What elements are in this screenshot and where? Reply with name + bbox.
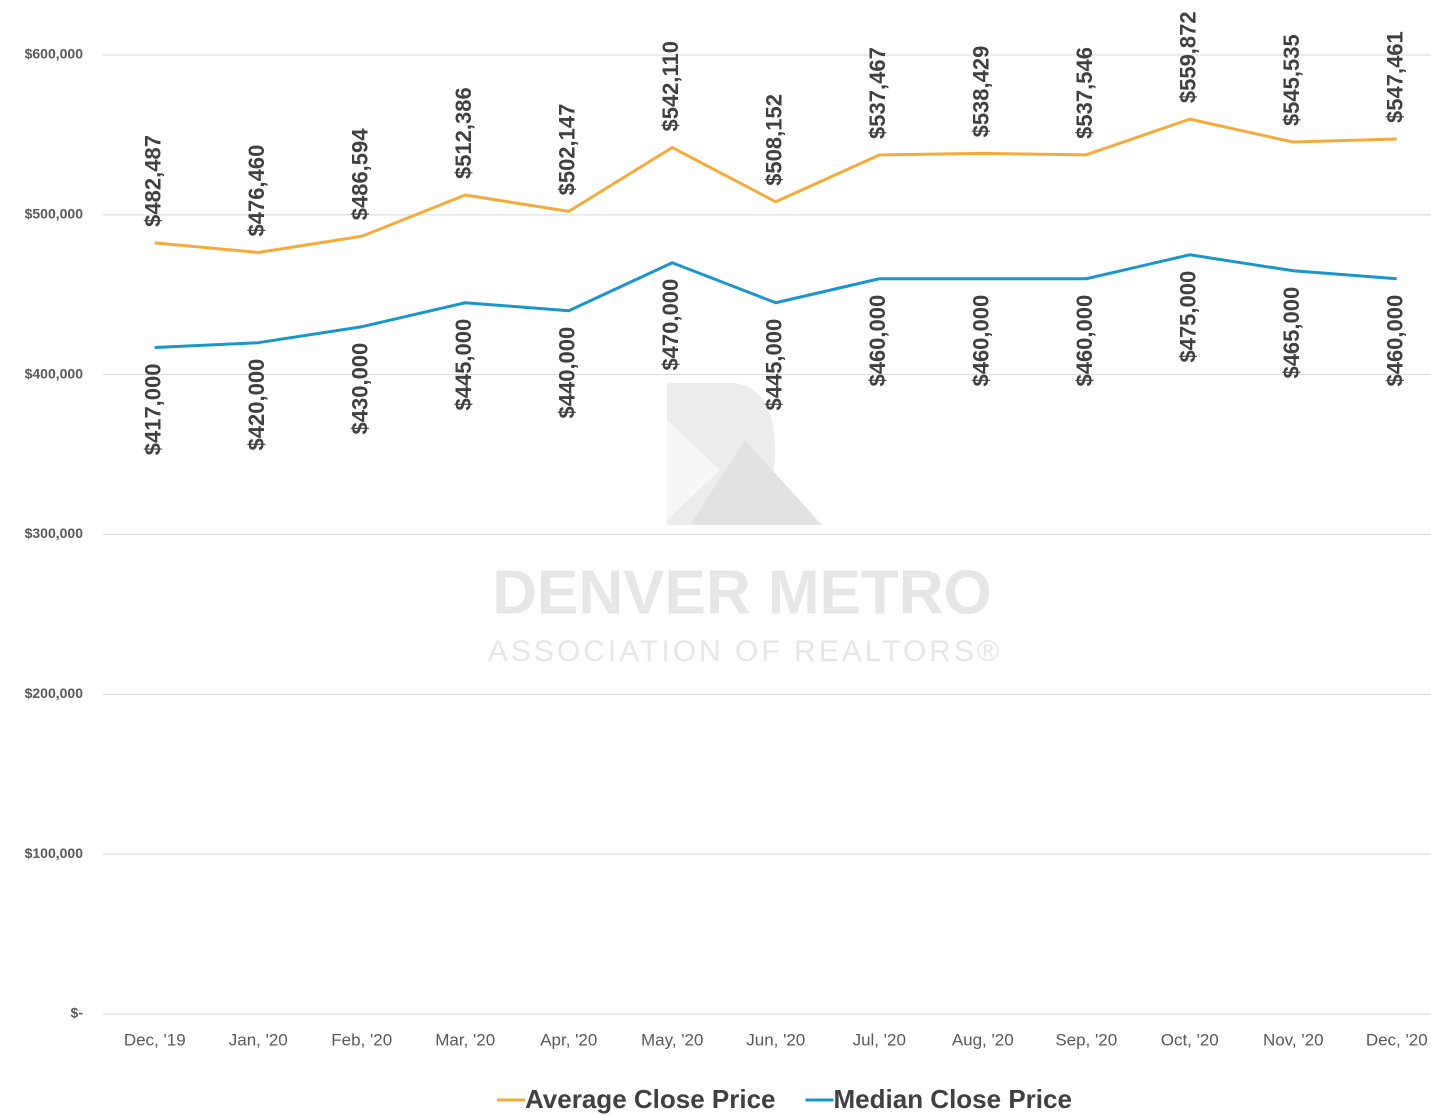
data-label: $502,147 (555, 104, 580, 196)
data-label: $445,000 (762, 319, 787, 411)
data-label: $476,460 (244, 145, 269, 237)
x-tick-label: Mar, '20 (435, 1030, 495, 1049)
data-label: $430,000 (348, 343, 373, 435)
data-label: $475,000 (1176, 271, 1201, 363)
data-label: $538,429 (969, 46, 994, 138)
x-tick-label: Sep, '20 (1055, 1030, 1117, 1049)
watermark-title: DENVER METRO (492, 558, 991, 627)
y-tick-label: $- (71, 1005, 84, 1021)
y-tick-label: $100,000 (25, 845, 84, 861)
data-label: $486,594 (348, 128, 373, 221)
x-tick-label: Dec, '20 (1366, 1030, 1428, 1049)
data-label: $440,000 (555, 327, 580, 419)
x-tick-label: Dec, '19 (124, 1030, 186, 1049)
watermark-subtitle: ASSOCIATION OF REALTORS® (488, 635, 1002, 668)
data-label: $537,467 (865, 47, 890, 139)
y-tick-label: $400,000 (25, 365, 84, 381)
data-label: $482,487 (141, 135, 166, 227)
x-tick-label: Oct, '20 (1161, 1030, 1219, 1049)
x-tick-label: Nov, '20 (1263, 1030, 1324, 1049)
data-label: $470,000 (658, 279, 683, 371)
x-tick-label: Jul, '20 (853, 1030, 906, 1049)
data-label: $542,110 (658, 41, 683, 132)
data-label: $465,000 (1279, 287, 1304, 379)
x-tick-label: Aug, '20 (952, 1030, 1014, 1049)
data-label: $559,872 (1176, 11, 1201, 103)
data-label: $417,000 (141, 363, 166, 455)
legend-label: Median Close Price (834, 1084, 1072, 1114)
data-label: $547,461 (1383, 31, 1408, 123)
y-tick-label: $600,000 (25, 46, 84, 62)
y-tick-label: $500,000 (25, 206, 84, 222)
data-label: $460,000 (969, 295, 994, 387)
y-tick-label: $200,000 (25, 685, 84, 701)
data-label: $420,000 (244, 359, 269, 451)
data-label: $460,000 (865, 295, 890, 387)
legend-label: Average Close Price (525, 1084, 776, 1114)
series-line (154, 117, 1397, 254)
data-label: $545,535 (1279, 34, 1304, 126)
x-tick-label: Apr, '20 (540, 1030, 597, 1049)
x-tick-label: Feb, '20 (331, 1030, 392, 1049)
data-label: $445,000 (451, 319, 476, 411)
x-tick-label: Jan, '20 (229, 1030, 288, 1049)
data-label: $537,546 (1072, 47, 1097, 139)
x-tick-label: May, '20 (641, 1030, 703, 1049)
data-label: $508,152 (762, 94, 787, 186)
data-label: $460,000 (1383, 295, 1408, 387)
data-label: $512,386 (451, 87, 476, 179)
watermark-logo (667, 383, 822, 525)
x-tick-label: Jun, '20 (746, 1030, 805, 1049)
y-tick-label: $300,000 (25, 525, 84, 541)
series-line (154, 253, 1397, 349)
data-label: $460,000 (1072, 295, 1097, 387)
